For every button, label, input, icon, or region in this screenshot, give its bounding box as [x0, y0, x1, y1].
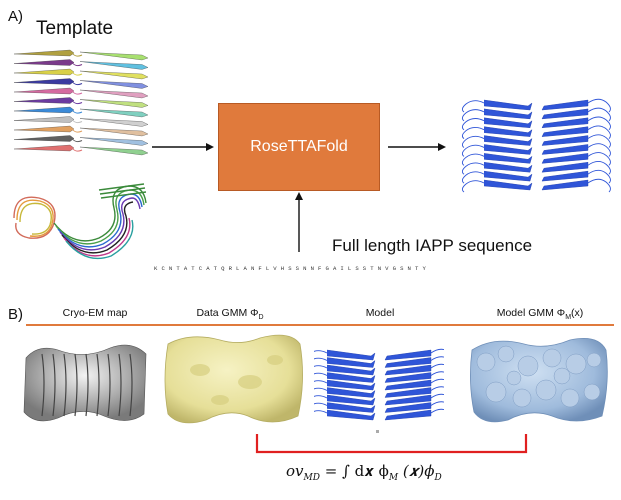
- bracket-marker-dot: [376, 430, 379, 433]
- arrow-rosettafold-to-model: [388, 143, 446, 151]
- column-label-model-gmm: Model GMM ΦM(x): [496, 307, 584, 322]
- template-title: Template: [36, 18, 114, 39]
- template-curved-structure: [13, 183, 147, 260]
- model-structure-b: [314, 348, 444, 421]
- rosettafold-label: RoseTTAFold: [250, 138, 348, 155]
- predicted-model-structure: [461, 98, 611, 193]
- template-fibril-structure: [13, 49, 149, 156]
- column-label-model: Model: [365, 307, 395, 319]
- panel-b-divider: [26, 324, 614, 326]
- column-label-data-gmm: Data GMM ΦD: [196, 307, 264, 322]
- model-gmm-image: [470, 337, 608, 423]
- data-gmm-image: [164, 334, 303, 424]
- column-label-cryoem: Cryo-EM map: [62, 307, 128, 319]
- arrow-template-to-rosettafold: [152, 143, 214, 151]
- cryoem-map-image: [23, 344, 147, 422]
- panel-a-label: A): [8, 8, 23, 25]
- rosettafold-box: RoseTTAFold: [218, 103, 380, 191]
- overlap-formula: ovMD = ∫ d𝒙 ϕM (𝒙)ϕD: [286, 462, 442, 483]
- iapp-sequence: KCNTATCATQRLANFLVHSSNNFGAILSSTNVGSNTY: [154, 265, 430, 272]
- panel-b-label: B): [8, 306, 23, 323]
- arrow-sequence-to-rosettafold: [295, 192, 303, 252]
- sequence-title: Full length IAPP sequence: [332, 236, 533, 255]
- overlap-bracket: [255, 434, 528, 454]
